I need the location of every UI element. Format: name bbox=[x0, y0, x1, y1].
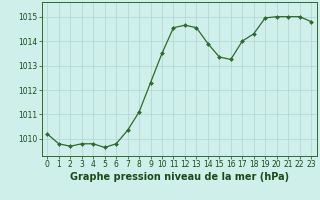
X-axis label: Graphe pression niveau de la mer (hPa): Graphe pression niveau de la mer (hPa) bbox=[70, 172, 289, 182]
